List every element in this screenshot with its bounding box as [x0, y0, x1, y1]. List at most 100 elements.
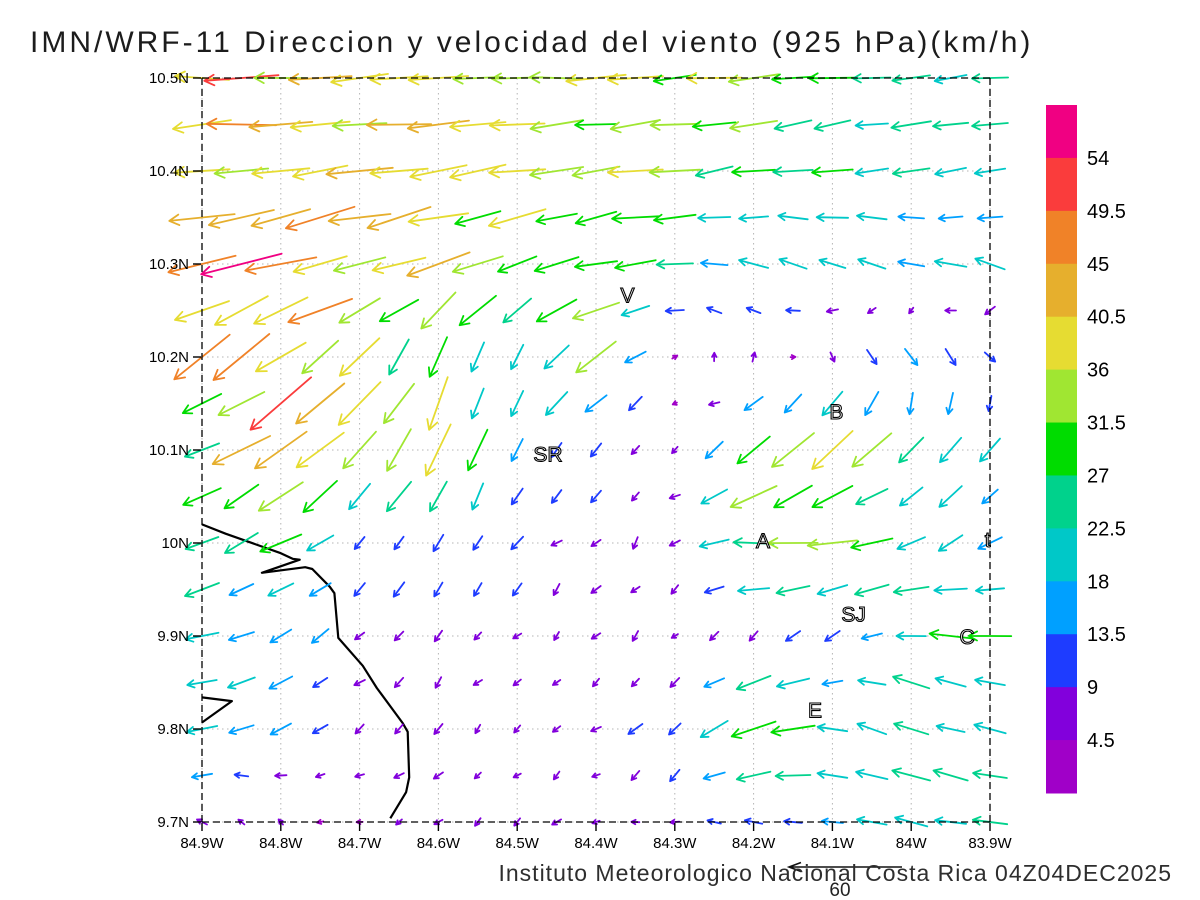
- wind-arrow: [628, 395, 643, 412]
- y-tick-label: 10.3N: [149, 256, 189, 273]
- wind-arrow: [671, 354, 679, 361]
- x-tick-label: 84.2W: [732, 835, 776, 852]
- wind-arrow: [248, 120, 314, 133]
- wind-arrow: [533, 256, 580, 274]
- wind-arrow: [429, 480, 448, 513]
- wind-arrow: [620, 305, 651, 318]
- wind-arrow: [745, 306, 762, 314]
- wind-arrow: [934, 816, 967, 826]
- wind-arrow: [432, 771, 444, 780]
- wind-arrow: [227, 676, 256, 690]
- wind-arrow: [591, 772, 601, 779]
- wind-arrow: [228, 583, 255, 597]
- wind-arrow: [386, 428, 412, 472]
- wind-arrow: [671, 445, 679, 455]
- wind-arrow: [510, 438, 524, 462]
- colorbar-label: 49.5: [1087, 201, 1126, 223]
- wind-arrow: [535, 298, 578, 323]
- wind-arrow: [383, 382, 415, 425]
- wind-arrow: [472, 679, 483, 686]
- wind-arrow: [767, 537, 819, 549]
- wind-arrow: [269, 722, 292, 736]
- wind-arrow: [473, 771, 482, 780]
- wind-arrow: [670, 584, 680, 595]
- wind-arrow: [694, 165, 734, 179]
- city-label: C: [960, 626, 975, 649]
- wind-arrow: [472, 535, 484, 551]
- wind-arrow: [354, 723, 365, 735]
- wind-arrow: [736, 435, 771, 465]
- wind-arrow: [228, 631, 255, 643]
- wind-arrow: [386, 480, 412, 513]
- wind-arrow: [228, 724, 255, 735]
- wind-arrow: [267, 582, 295, 597]
- y-tick-label: 10.4N: [149, 163, 189, 180]
- wind-arrow: [250, 208, 311, 230]
- wind-arrow: [337, 381, 382, 426]
- wind-arrow: [510, 535, 524, 551]
- wind-arrow: [816, 723, 849, 733]
- wind-arrow: [821, 679, 844, 688]
- city-label: E: [808, 699, 822, 722]
- wind-arrow: [731, 166, 776, 178]
- wind-arrow: [407, 212, 470, 227]
- wind-arrow: [933, 257, 968, 268]
- wind-arrow: [856, 721, 888, 736]
- wind-arrow: [829, 351, 836, 363]
- wind-arrow: [938, 485, 963, 508]
- wind-arrow: [590, 585, 602, 594]
- colorbar-label: 27: [1087, 465, 1109, 487]
- wind-arrow: [497, 255, 538, 274]
- wind-arrow: [214, 295, 269, 326]
- wind-arrow: [552, 770, 561, 781]
- colorbar-label: 4.5: [1087, 730, 1115, 752]
- wind-arrow: [664, 306, 685, 315]
- wind-arrow: [811, 166, 854, 178]
- wind-arrow: [552, 583, 561, 596]
- wind-arrow: [933, 74, 968, 85]
- wind-arrow: [470, 387, 485, 420]
- colorbar: 54 49.5 45 40.5 36 31.5 27 22.5 18 13.5 9 4.5: [1046, 105, 1126, 794]
- wind-arrow: [899, 486, 924, 507]
- wind-arrow: [395, 818, 403, 826]
- x-axis-labels: 84.9W 84.8W 84.7W 84.6W 84.5W 84.4W 84.3W 84.2W…: [180, 835, 1012, 852]
- city-label: A: [756, 530, 770, 553]
- colorbar-label: 45: [1087, 254, 1109, 276]
- wind-arrow: [897, 258, 926, 268]
- wind-arrow: [211, 435, 271, 466]
- wind-arrow: [732, 537, 775, 548]
- wind-arrow: [825, 307, 839, 314]
- wind-arrow: [572, 301, 620, 321]
- wind-arrow: [671, 400, 678, 406]
- wind-arrow: [631, 630, 639, 642]
- wind-arrow: [860, 632, 883, 641]
- wind-arrow: [393, 630, 405, 642]
- colorbar-segment: [1046, 475, 1077, 529]
- wind-arrow: [789, 354, 797, 360]
- wind-arrow: [611, 212, 660, 224]
- wind-arrow: [308, 582, 332, 597]
- wind-arrow: [892, 586, 930, 596]
- wind-arrow: [509, 390, 525, 417]
- wind-arrow: [898, 436, 925, 464]
- wind-arrow: [816, 769, 849, 779]
- wind-arrow: [249, 376, 312, 431]
- wind-arrow: [866, 349, 878, 365]
- wind-arrow: [434, 676, 443, 689]
- wind-arrow: [292, 164, 349, 181]
- wind-arrow: [203, 73, 280, 87]
- wind-arrow: [777, 212, 809, 222]
- wind-arrow: [770, 724, 816, 737]
- wind-arrow: [406, 251, 471, 279]
- wind-arrow: [550, 539, 563, 547]
- wind-arrow: [897, 212, 925, 222]
- reference-arrow: 60: [786, 861, 902, 900]
- wind-arrow: [393, 535, 405, 551]
- wind-arrow: [856, 816, 888, 826]
- wind-arrow: [510, 487, 524, 506]
- wind-arrow: [896, 536, 926, 551]
- reference-arrow-label: 60: [829, 880, 850, 900]
- colorbar-label: 31.5: [1087, 413, 1126, 435]
- chart-title: IMN/WRF-11 Direccion y velocidad del vie…: [30, 26, 1034, 59]
- wind-arrow: [932, 767, 969, 782]
